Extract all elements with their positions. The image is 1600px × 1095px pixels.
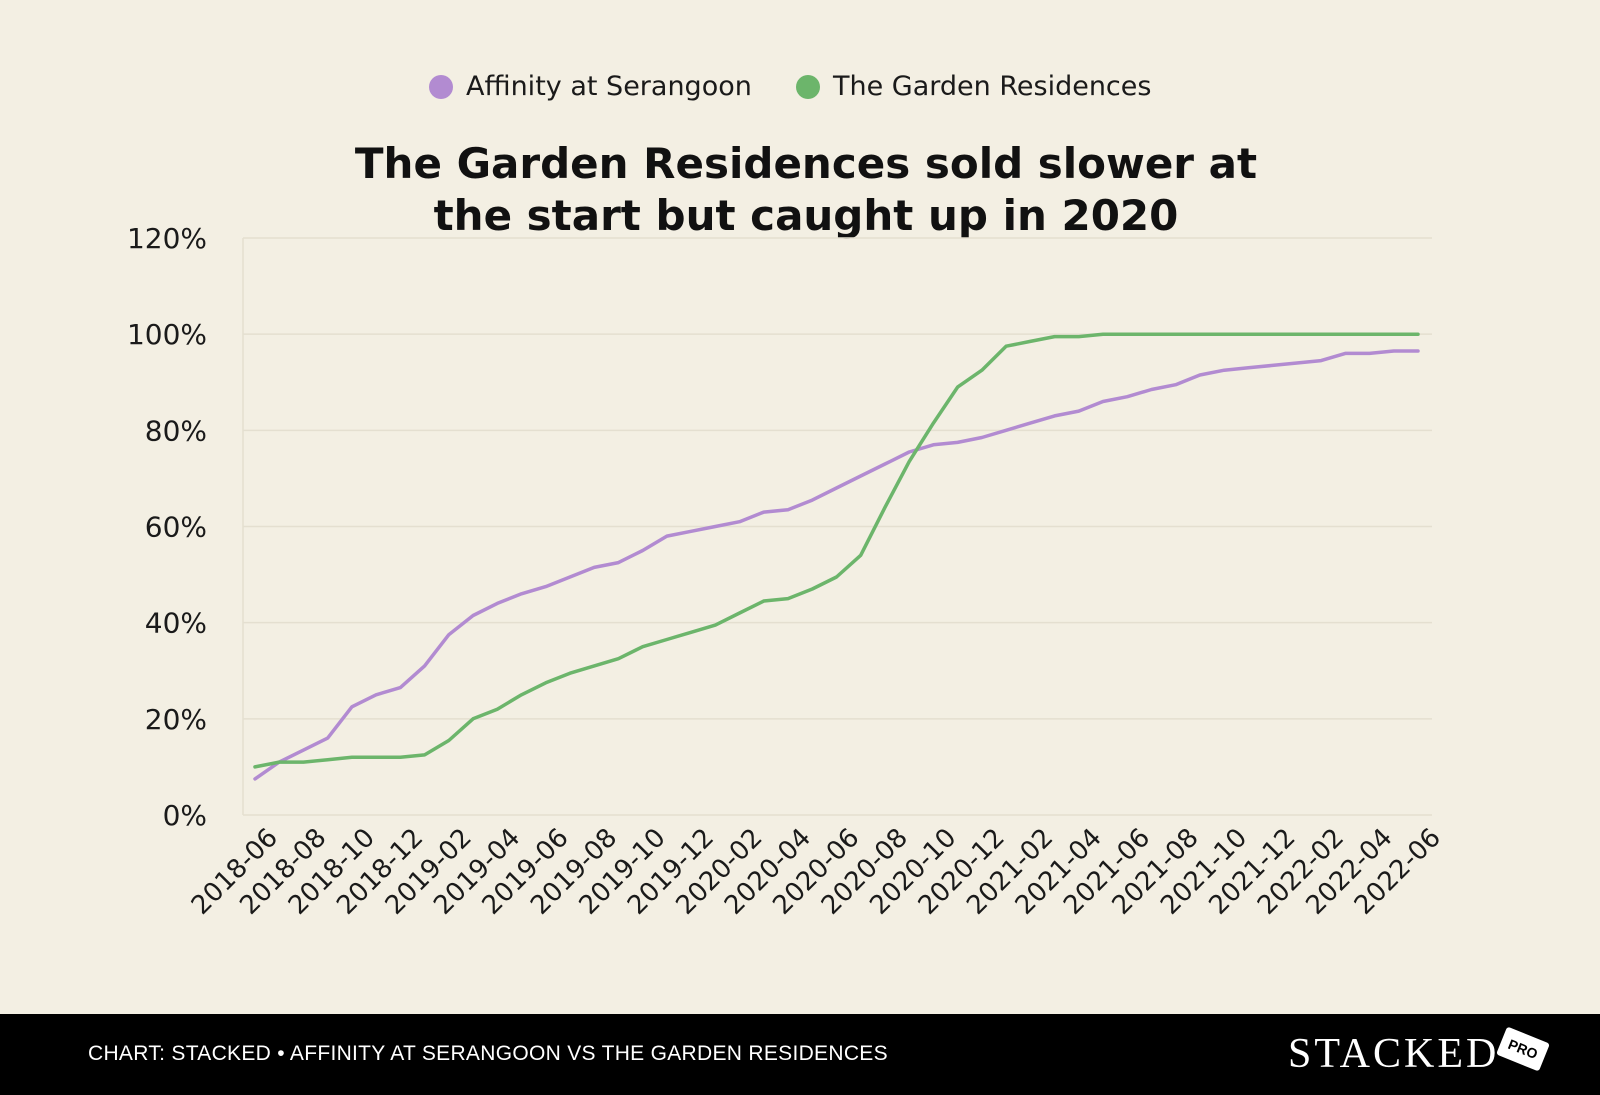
series-lines bbox=[253, 332, 1420, 781]
chart-title-line-1: The Garden Residences sold slower at bbox=[355, 139, 1257, 188]
legend-marker-affinity bbox=[429, 75, 453, 99]
stacked-logo: STACKED bbox=[1288, 1031, 1500, 1077]
series-line-garden-residences bbox=[253, 332, 1420, 769]
legend: Affinity at Serangoon The Garden Residen… bbox=[429, 71, 1151, 102]
y-tick-label: 100% bbox=[127, 318, 207, 351]
legend-label-garden-residences: The Garden Residences bbox=[832, 71, 1151, 102]
y-axis: 0% 20% 40% 60% 80% 100% 120% bbox=[127, 222, 207, 832]
y-tick-label: 80% bbox=[145, 414, 207, 447]
chart-title: The Garden Residences sold slower at the… bbox=[355, 139, 1257, 240]
legend-label-affinity: Affinity at Serangoon bbox=[466, 71, 752, 102]
y-tick-label: 20% bbox=[145, 703, 207, 736]
footer-bar: CHART: STACKED • AFFINITY AT SERANGOON V… bbox=[0, 1014, 1600, 1095]
x-axis: 2018-062018-082018-102018-122019-022019-… bbox=[186, 823, 1447, 921]
chart-title-line-2: the start but caught up in 2020 bbox=[434, 191, 1179, 240]
y-tick-label: 40% bbox=[145, 607, 207, 640]
line-chart: Affinity at Serangoon The Garden Residen… bbox=[127, 71, 1447, 921]
y-tick-label: 60% bbox=[145, 511, 207, 544]
legend-marker-garden-residences bbox=[796, 75, 820, 99]
y-tick-label: 0% bbox=[163, 799, 207, 832]
gridlines bbox=[242, 237, 1432, 816]
chart-source-caption: CHART: STACKED • AFFINITY AT SERANGOON V… bbox=[88, 1042, 888, 1065]
series-line-affinity bbox=[253, 349, 1420, 781]
y-tick-label: 120% bbox=[127, 222, 207, 255]
pro-badge: PRO bbox=[1496, 1026, 1550, 1072]
